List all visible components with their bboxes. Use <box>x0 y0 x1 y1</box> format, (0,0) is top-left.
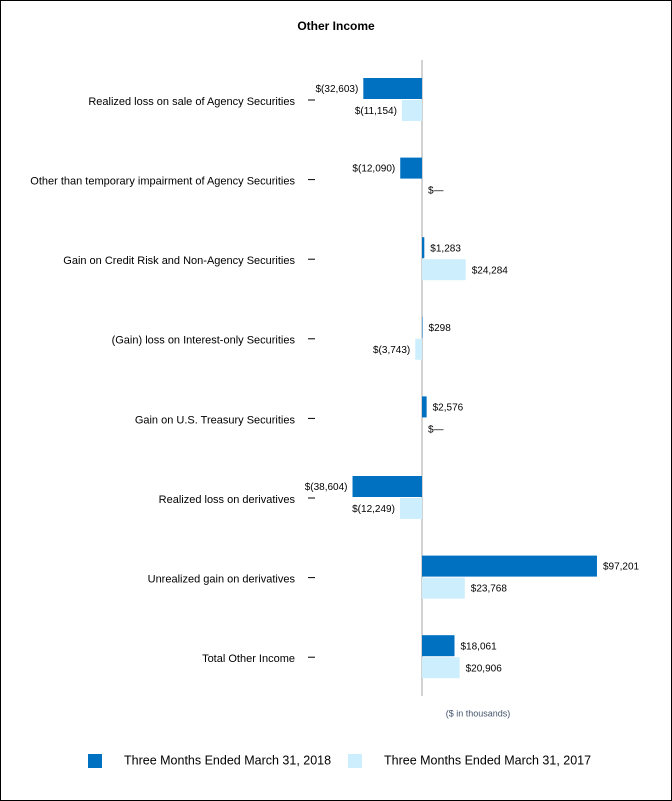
chart-title: Other Income <box>297 19 375 33</box>
bar <box>415 338 422 360</box>
bar <box>401 100 422 121</box>
category-label: Unrealized gain on derivatives <box>148 574 296 586</box>
annotation: ($ in thousands) <box>446 708 511 718</box>
value-label: $(32,603) <box>316 84 359 95</box>
bar <box>422 396 427 418</box>
value-label: $298 <box>429 323 452 334</box>
bar <box>422 635 455 657</box>
bar <box>422 316 423 338</box>
value-label: $— <box>428 186 444 197</box>
category-label: Gain on Credit Risk and Non-Agency Secur… <box>63 255 295 267</box>
legend-swatch <box>348 754 362 768</box>
value-label: $(11,154) <box>355 106 397 117</box>
bar <box>352 476 422 497</box>
bar <box>422 555 597 577</box>
value-label: $18,061 <box>461 641 498 652</box>
bar <box>422 237 425 259</box>
bar <box>399 498 422 519</box>
category-label: Realized loss on sale of Agency Securiti… <box>88 96 295 108</box>
category-label: Other than temporary impairment of Agenc… <box>30 176 295 188</box>
value-label: $(12,090) <box>352 164 395 175</box>
value-label: $24,284 <box>472 265 509 276</box>
category-label: Total Other Income <box>202 653 295 665</box>
category-label: Realized loss on derivatives <box>159 494 296 506</box>
value-label: $1,283 <box>430 243 461 254</box>
value-label: $20,906 <box>466 663 503 674</box>
value-label: $23,768 <box>471 584 508 595</box>
category-label: Gain on U.S. Treasury Securities <box>135 414 296 426</box>
bar <box>363 78 422 99</box>
value-label: $(3,743) <box>373 345 410 356</box>
bar <box>422 259 466 281</box>
value-label: $(38,604) <box>305 482 348 493</box>
legend-label: Three Months Ended March 31, 2017 <box>384 753 591 767</box>
legend-swatch <box>88 754 102 768</box>
legend-label: Three Months Ended March 31, 2018 <box>124 753 331 767</box>
value-label: $(12,249) <box>352 504 395 515</box>
value-label: $97,201 <box>603 562 640 573</box>
bar <box>400 157 422 179</box>
value-label: $2,576 <box>433 403 464 414</box>
bar <box>422 577 465 599</box>
category-label: (Gain) loss on Interest-only Securities <box>112 335 296 347</box>
value-label: $— <box>428 425 444 436</box>
bar <box>422 657 460 679</box>
